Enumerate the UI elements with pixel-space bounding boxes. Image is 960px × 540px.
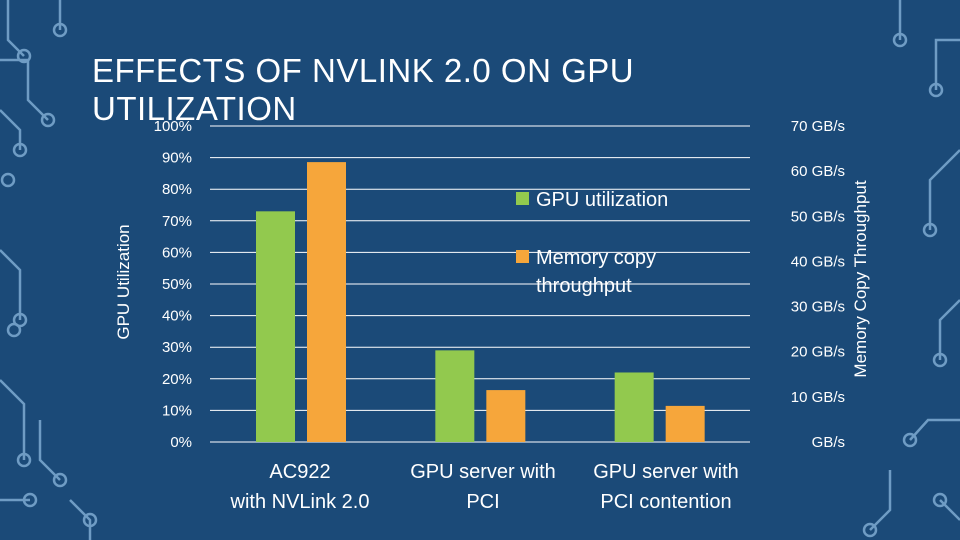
circuit-node [16,452,32,468]
bar-memory-copy-0 [307,162,346,442]
left-tick-label: 100% [154,118,192,135]
right-axis-title: Memory Copy Throughput [851,180,870,377]
legend-label-memory-copy-line2: throughput [536,275,632,297]
circuit-trace [0,58,49,121]
left-tick-label: 20% [162,371,192,388]
circuit-trace [0,249,22,320]
category-label: PCI [466,491,499,513]
right-tick-label: 70 GB/s [791,118,845,135]
left-tick-label: 70% [162,213,192,230]
right-tick-label: 20 GB/s [791,344,845,361]
circuit-node [40,112,56,128]
legend-label-memory-copy-line1: Memory copy [536,247,656,269]
circuit-node [0,172,16,188]
circuit-trace [938,299,960,360]
circuit-node [928,82,944,98]
circuit-node [52,472,68,488]
left-tick-label: 30% [162,339,192,356]
right-tick-label: 50 GB/s [791,208,845,225]
bar-gpu-utilization-2 [614,372,654,442]
circuit-node [862,522,878,538]
category-label: GPU server with [593,461,739,483]
circuit-node [892,32,908,48]
left-tick-label: 60% [162,244,192,261]
circuit-trace [69,499,92,540]
circuit-node [932,352,948,368]
category-label: with NVLink 2.0 [230,491,370,513]
left-tick-label: 10% [162,402,192,419]
category-label: AC922 [269,461,330,483]
category-labels: AC922 with NVLink 2.0 GPU server with PCI GP… [230,461,739,513]
right-tick-label: 10 GB/s [791,389,845,406]
left-tick-label: 90% [162,150,192,167]
right-tick-label: 30 GB/s [791,299,845,316]
right-axis-ticks: GB/s 10 GB/s 20 GB/s 30 GB/s 40 GB/s 50 GB/s 6… [791,118,845,451]
circuit-trace [6,0,25,57]
bar-gpu-utilization-1 [435,350,475,442]
circuit-trace [934,38,960,90]
circuit-trace [909,418,960,441]
gridlines [210,125,750,443]
circuit-node [22,492,38,508]
legend-swatch-memory-copy [516,250,529,263]
bars [256,162,705,442]
left-tick-label: 80% [162,181,192,198]
left-axis-title: GPU Utilization [114,224,133,339]
circuit-node [932,492,948,508]
circuit-trace [928,149,960,230]
left-tick-label: 40% [162,308,192,325]
legend-swatch-gpu-utilization [516,192,529,205]
circuit-trace [869,470,892,531]
right-tick-label: 60 GB/s [791,163,845,180]
left-tick-label: 50% [162,276,192,293]
right-tick-label: 40 GB/s [791,253,845,270]
circuit-trace [38,420,61,481]
category-label: PCI contention [600,491,731,513]
bar-memory-copy-2 [665,405,705,442]
circuit-node [6,322,22,338]
bar-gpu-utilization-0 [256,211,295,442]
legend: GPU utilization Memory copy throughput [516,189,668,297]
circuit-node [82,512,98,528]
circuit-node [52,22,68,38]
right-tick-label: GB/s [812,434,845,451]
left-axis-ticks: 0% 10% 20% 30% 40% 50% 60% 70% 80% 90% 100% [154,118,192,451]
circuit-trace [0,379,26,460]
circuit-node [12,142,28,158]
slide-title: EFFECTS OF NVLINK 2.0 ON GPU UTILIZATION [92,52,635,127]
legend-label-gpu-utilization: GPU utilization [536,189,668,211]
circuit-node [902,432,918,448]
circuit-node [16,48,32,64]
bar-memory-copy-1 [486,390,526,442]
left-tick-label: 0% [170,434,192,451]
circuit-node [922,222,938,238]
circuit-trace [939,499,960,521]
category-label: GPU server with [410,461,556,483]
